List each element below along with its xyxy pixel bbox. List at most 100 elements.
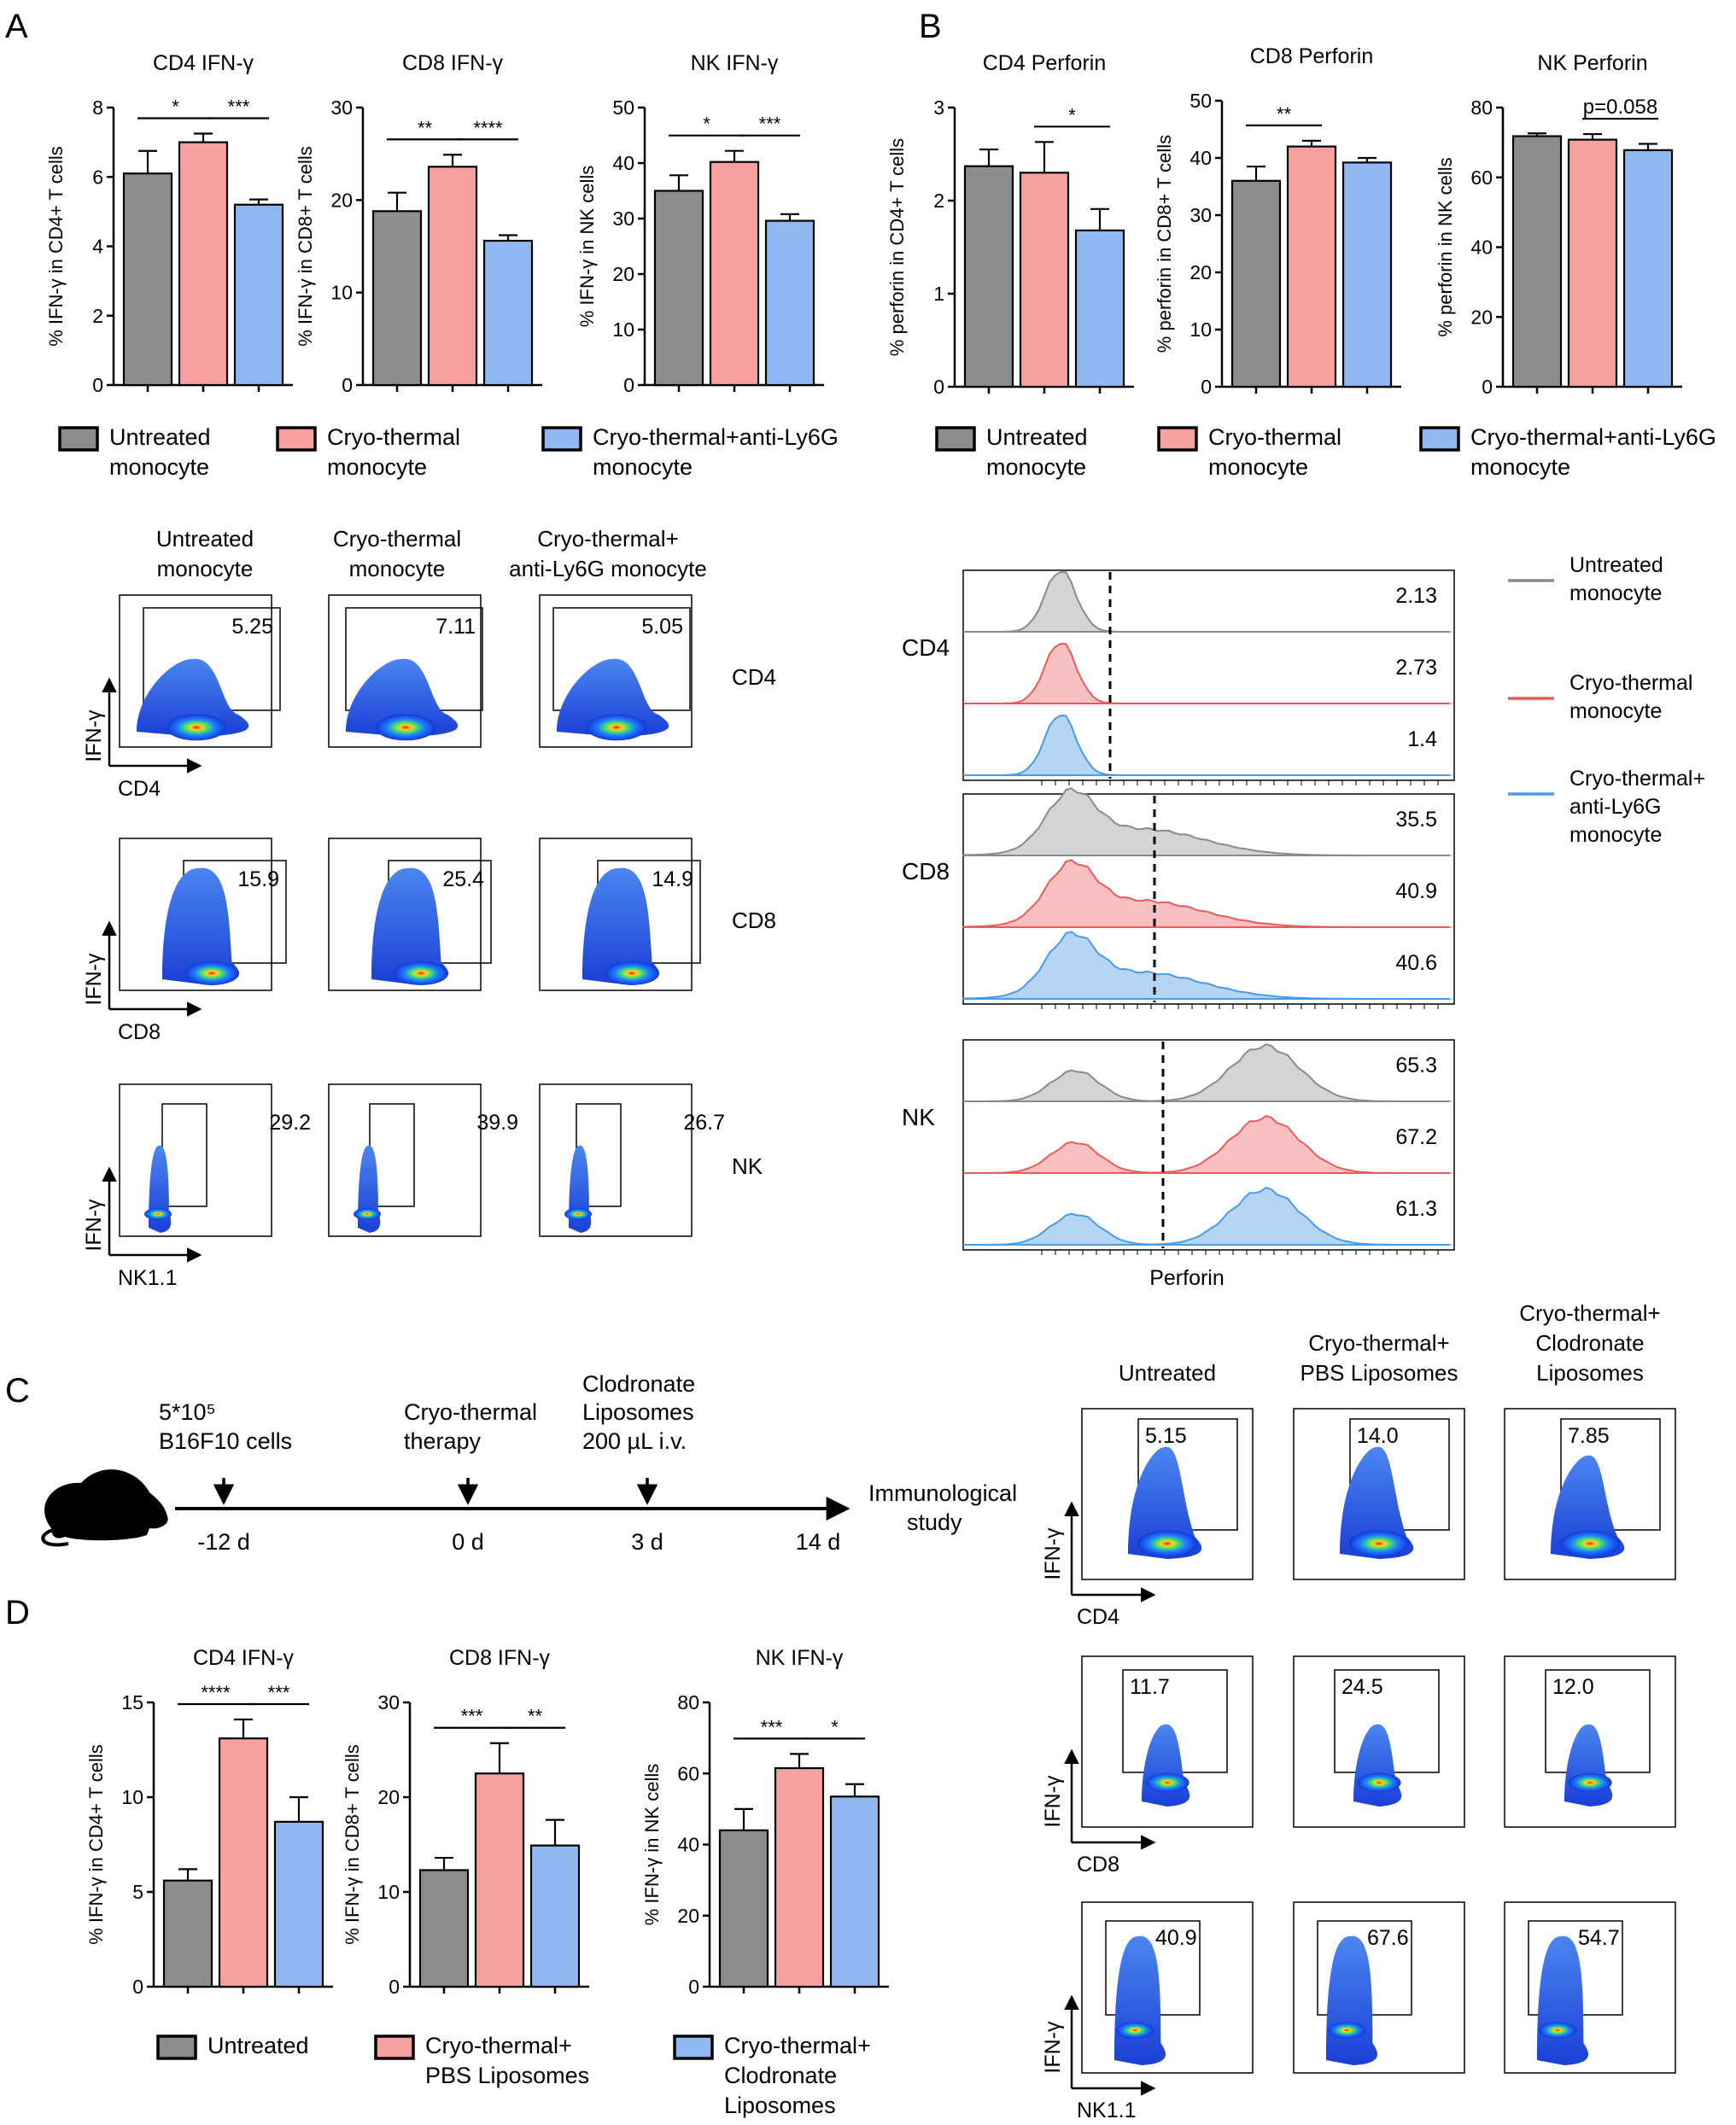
legend-label: Cryo-thermal: [327, 424, 460, 450]
legend-label: monocyte: [1569, 699, 1662, 723]
density-core: [1137, 1530, 1198, 1557]
bar: [764, 219, 815, 387]
density-core: [1327, 2022, 1366, 2039]
flow-plot: 7.85: [1504, 1408, 1676, 1580]
y-tick-label: 0: [92, 374, 103, 396]
chart-title: NK IFN-γ: [691, 51, 779, 75]
bar: [122, 172, 173, 387]
y-tick-label: 50: [1189, 90, 1212, 112]
chart-b2: CD8 Perforin % perforin in CD8+ T cells 0 1…: [1154, 44, 1401, 398]
bar: [529, 1844, 581, 1988]
gate-percentage: 26.7: [683, 1111, 725, 1135]
bar: [1341, 161, 1393, 388]
flow-plot: 40.9: [1081, 1901, 1254, 2074]
y-axis-label: % IFN-γ in CD4+ T cells: [45, 146, 67, 347]
flow-column-header: Cryo-thermal+: [537, 526, 678, 552]
histogram-value: 2.13: [1395, 584, 1437, 608]
mouse-tail: [41, 1527, 69, 1547]
flow-column-header: Liposomes: [1536, 1360, 1644, 1386]
bar: [418, 1869, 470, 1988]
row-label: CD4: [732, 664, 776, 690]
bar: [718, 1829, 769, 1988]
flow-plot: 5.25: [119, 594, 281, 748]
y-axis-label: IFN-γ: [1041, 1775, 1065, 1828]
chart-title: CD4 Perforin: [983, 51, 1107, 75]
histogram-trace: [963, 1186, 1450, 1246]
histogram-trace: [962, 859, 1450, 928]
bar: [1230, 179, 1282, 388]
y-tick-label: 20: [330, 189, 353, 211]
legend-label: monocyte: [327, 454, 427, 480]
gate-percentage: 7.11: [435, 615, 476, 639]
histogram-value: 65.3: [1395, 1054, 1437, 1077]
event-label: B16F10 cells: [159, 1428, 292, 1454]
y-tick-label: 20: [1189, 261, 1212, 283]
bar: [653, 190, 704, 387]
plot-frame: [539, 1083, 693, 1237]
density-region: [582, 867, 659, 984]
end-label: Immunological: [868, 1480, 1017, 1506]
y-tick-label: 0: [933, 376, 944, 398]
gate-percentage: 5.25: [231, 615, 273, 639]
density-region: [137, 658, 249, 737]
legend-label: Liposomes: [724, 2093, 836, 2118]
bar: [1286, 145, 1337, 388]
histogram-value: 61.3: [1395, 1197, 1437, 1221]
gate-percentage: 14.9: [652, 867, 693, 891]
chart-title: NK Perforin: [1537, 51, 1647, 75]
gate-percentage: 14.0: [1357, 1424, 1399, 1448]
histogram-trace: [962, 931, 1450, 1000]
legend-label: Untreated: [109, 424, 211, 450]
gate-percentage: 15.9: [237, 867, 279, 891]
y-axis-label: % IFN-γ in NK cells: [576, 166, 598, 327]
flow-plots-c: Untreated Cryo-thermal+ PBS Liposomes Cryo-…: [1041, 1300, 1676, 2122]
legend-swatch: [1157, 426, 1198, 452]
bar: [1511, 135, 1563, 388]
flow-plot: 29.2: [119, 1083, 311, 1237]
flow-column-header: anti-Ly6G monocyte: [509, 556, 707, 581]
y-tick-label: 0: [623, 374, 634, 396]
y-tick-label: 2: [92, 305, 103, 327]
y-tick-label: 4: [92, 236, 103, 258]
y-axis-label: % IFN-γ in CD8+ T cells: [342, 1744, 363, 1945]
histogram-trace: [963, 571, 1450, 633]
density-core: [1538, 2022, 1577, 2039]
density-region: [162, 867, 239, 984]
y-axis-label: IFN-γ: [82, 953, 106, 1006]
histogram-value: 2.73: [1395, 656, 1437, 680]
legend-swatch: [156, 2035, 197, 2060]
gate-percentage: 29.2: [269, 1111, 311, 1135]
density-region: [1340, 1446, 1414, 1559]
y-axis-label: % IFN-γ in CD4+ T cells: [85, 1744, 107, 1945]
legends: Untreated monocyte Cryo-thermal monocyte Cry…: [58, 424, 1716, 2118]
bar: [709, 161, 760, 387]
legend-label: monocyte: [1208, 454, 1308, 480]
y-tick-label: 10: [377, 1881, 400, 1903]
significance-label: ***: [268, 1682, 290, 1703]
panel-label-b: B: [919, 8, 942, 45]
y-tick-label: 60: [1470, 166, 1493, 189]
histogram-value: 35.5: [1395, 808, 1437, 832]
legend-label: Cryo-thermal+anti-Ly6G: [1470, 424, 1716, 450]
chart-title: CD8 IFN-γ: [402, 51, 504, 75]
significance-label: **: [418, 117, 433, 138]
density-core: [144, 1208, 172, 1220]
panel-label-c: C: [5, 1372, 30, 1410]
legend-label: Cryo-thermal+anti-Ly6G: [593, 424, 839, 450]
y-tick-label: 0: [1201, 376, 1212, 398]
legend-label: monocyte: [109, 454, 209, 480]
day-label: 14 d: [796, 1529, 841, 1555]
flow-plot: 7.11: [328, 594, 483, 748]
density-core: [354, 1208, 381, 1220]
legend-label: monocyte: [593, 454, 693, 480]
day-label: 0 d: [452, 1529, 484, 1555]
significance-label: **: [1277, 103, 1292, 125]
flow-column-header: Cryo-thermal+: [1308, 1330, 1449, 1356]
density-core: [394, 961, 448, 985]
plot-frame: [1504, 1901, 1676, 2074]
y-tick-label: 40: [612, 152, 634, 174]
legend-label: Cryo-thermal+: [1569, 767, 1705, 791]
density-core: [605, 961, 659, 985]
y-tick-label: 10: [121, 1786, 143, 1808]
